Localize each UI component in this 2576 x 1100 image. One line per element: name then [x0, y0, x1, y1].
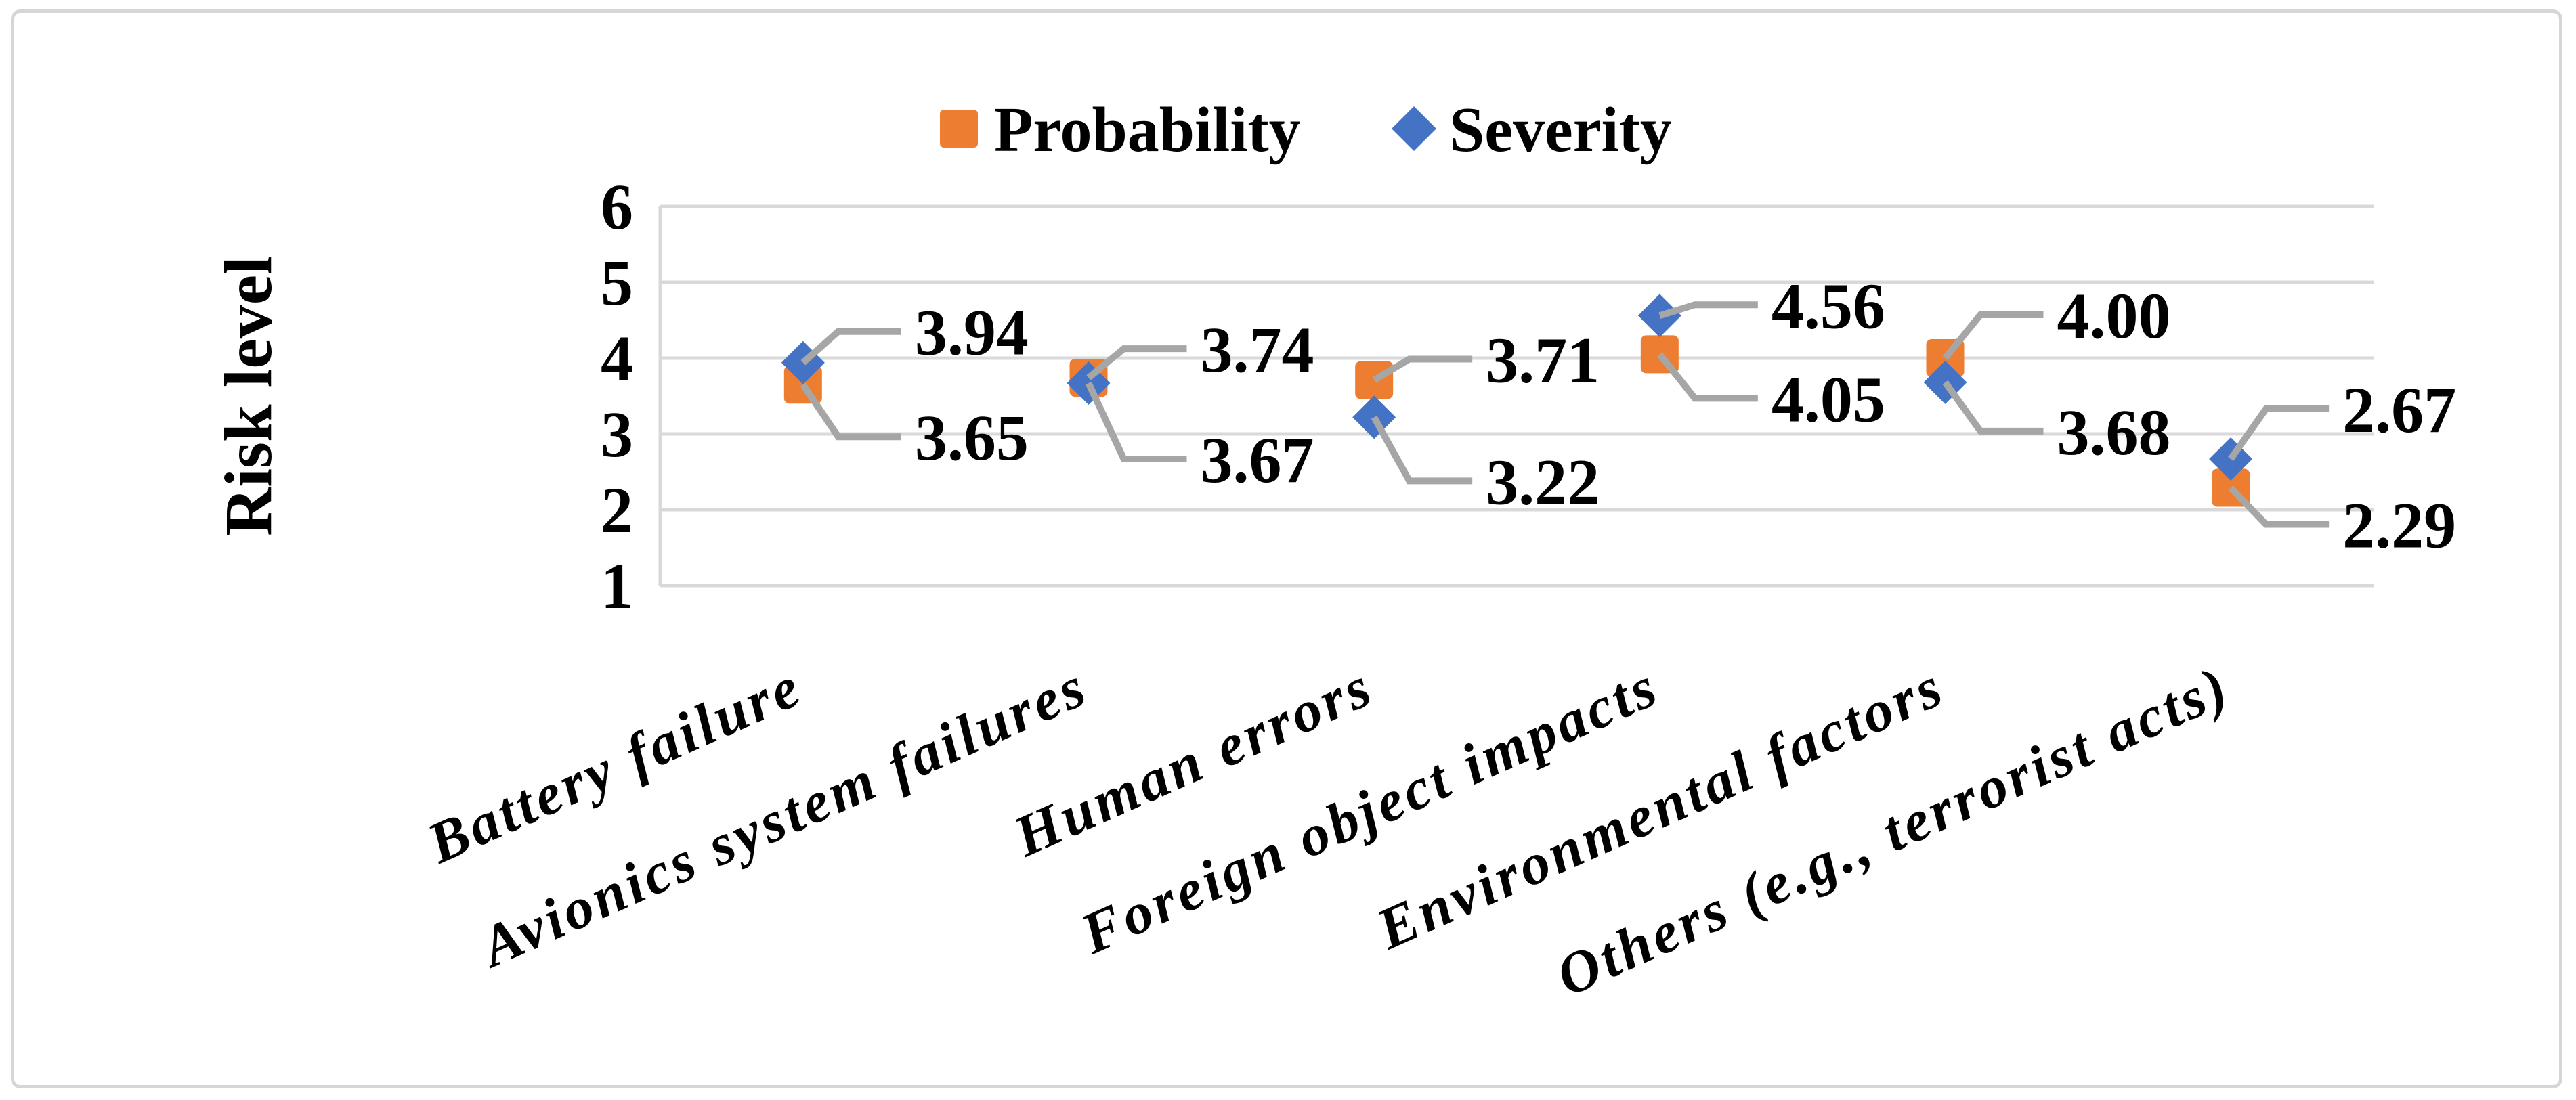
gridlines-group — [658, 204, 2374, 588]
leader-lines-group — [800, 301, 2330, 528]
data-label: 3.74 — [1201, 313, 1314, 386]
legend-severity-label: Severity — [1449, 95, 1672, 165]
data-label: 3.65 — [915, 401, 1029, 474]
leader-line — [1086, 345, 1187, 380]
leader-line — [1658, 301, 1758, 320]
figure-frame — [11, 9, 2562, 1088]
data-label: 3.71 — [1486, 324, 1600, 396]
leader-line — [1371, 415, 1473, 485]
data-label: 2.29 — [2342, 489, 2456, 562]
y-axis-title: Risk level — [211, 256, 286, 536]
legend: Probability Severity — [940, 95, 1672, 165]
leader-line — [2228, 405, 2330, 461]
data-labels-group: 3.65 3.74 3.71 4.05 4.00 2.29 3.94 3.67 3.22 4.56… — [915, 269, 2456, 561]
leader-line — [1085, 381, 1187, 462]
data-label: 3.94 — [915, 296, 1029, 369]
y-tick-label: 3 — [601, 398, 633, 470]
leader-line — [800, 328, 901, 366]
data-label: 3.68 — [2057, 396, 2171, 468]
legend-severity-marker-icon — [1392, 106, 1436, 151]
data-label: 4.00 — [2057, 280, 2171, 352]
y-tick-label: 5 — [601, 246, 633, 319]
legend-probability-marker-icon — [940, 110, 978, 148]
y-tick-label: 1 — [601, 550, 633, 622]
leader-line — [1656, 352, 1758, 402]
data-label: 4.05 — [1772, 363, 1885, 435]
y-tick-label: 2 — [601, 474, 633, 546]
leader-line — [1942, 380, 2044, 435]
data-label: 3.22 — [1486, 445, 1600, 518]
leader-line — [800, 382, 901, 441]
y-tick-label: 4 — [601, 322, 633, 395]
leader-line — [2228, 485, 2330, 528]
data-label: 2.67 — [2342, 374, 2456, 446]
data-label: 3.67 — [1201, 424, 1314, 496]
marker-probability — [1355, 361, 1394, 399]
leader-line — [1372, 355, 1473, 383]
legend-probability-label: Probability — [994, 95, 1301, 165]
leader-line — [1942, 311, 2044, 361]
data-label: 4.56 — [1772, 269, 1885, 342]
y-tick-label: 6 — [601, 171, 633, 243]
